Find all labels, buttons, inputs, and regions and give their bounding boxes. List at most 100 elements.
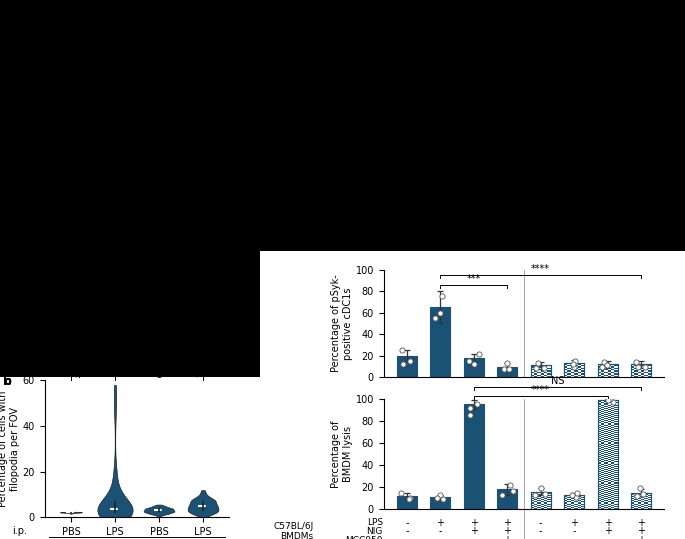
Point — [605, 395, 616, 403]
Text: -: - — [438, 527, 443, 536]
Text: +: + — [637, 517, 645, 528]
Text: +: + — [436, 517, 445, 528]
Point — [570, 493, 581, 501]
Text: +: + — [503, 527, 511, 536]
Text: ****: **** — [532, 385, 550, 395]
Bar — [397, 496, 417, 509]
Text: +: + — [470, 527, 478, 536]
Bar — [631, 493, 651, 509]
Text: C57BL/6J
BMDMs: C57BL/6J BMDMs — [273, 522, 314, 539]
Bar — [464, 404, 484, 509]
Text: -: - — [539, 517, 543, 528]
Point — [404, 357, 415, 365]
Bar — [531, 365, 551, 377]
Point — [464, 357, 475, 365]
Point — [632, 492, 643, 500]
Text: -: - — [472, 535, 475, 539]
Text: -: - — [573, 535, 576, 539]
Text: ****: **** — [532, 264, 550, 274]
Bar — [531, 365, 551, 377]
Text: c: c — [3, 375, 11, 388]
Point — [640, 362, 651, 371]
Point — [464, 403, 475, 412]
Text: +: + — [603, 517, 612, 528]
Text: NIG: NIG — [366, 527, 383, 536]
Title: In vivo challenge
(peritoneal lavage fluid): In vivo challenge (peritoneal lavage flu… — [74, 356, 200, 378]
Bar — [597, 400, 618, 509]
Bar — [564, 495, 584, 509]
Text: +: + — [637, 527, 645, 536]
Point — [569, 357, 580, 365]
Text: -: - — [406, 535, 409, 539]
Text: +: + — [637, 535, 645, 539]
Text: -: - — [539, 527, 543, 536]
Point — [569, 362, 580, 371]
Text: +: + — [470, 517, 478, 528]
Bar — [564, 495, 584, 509]
Point — [434, 308, 445, 317]
Point — [568, 360, 579, 369]
Text: ****: **** — [149, 355, 169, 365]
Point — [464, 411, 475, 420]
Y-axis label: Percentage of
BMDM lysis: Percentage of BMDM lysis — [331, 420, 353, 488]
Bar — [631, 493, 651, 509]
Bar — [631, 364, 651, 377]
Point — [638, 489, 649, 498]
Point — [499, 364, 510, 373]
Y-axis label: Percentage of pSyk-
positive cDC1s: Percentage of pSyk- positive cDC1s — [331, 274, 353, 372]
Text: +: + — [503, 535, 511, 539]
Text: -: - — [573, 527, 576, 536]
Bar — [397, 356, 417, 377]
Point — [497, 490, 508, 499]
Point — [397, 360, 408, 369]
Text: +: + — [503, 517, 511, 528]
Point — [532, 359, 543, 368]
Bar — [631, 364, 651, 377]
Point — [530, 363, 541, 372]
Point — [566, 490, 577, 499]
Point — [634, 484, 645, 493]
Point — [598, 358, 609, 367]
Point — [539, 489, 550, 498]
Point — [530, 490, 540, 499]
Text: +: + — [570, 517, 578, 528]
Text: b: b — [3, 364, 12, 378]
Point — [403, 495, 414, 504]
Point — [436, 292, 447, 301]
Bar — [597, 400, 618, 509]
Text: -: - — [406, 517, 409, 528]
Point — [630, 358, 641, 367]
Bar — [531, 492, 551, 509]
Point — [396, 488, 407, 497]
Bar — [497, 367, 517, 377]
Point — [504, 481, 515, 489]
Point — [508, 486, 519, 495]
Point — [405, 494, 416, 502]
Text: LPS: LPS — [366, 518, 383, 527]
Point — [432, 494, 443, 502]
Point — [597, 362, 608, 371]
Point — [632, 362, 643, 371]
Text: +: + — [603, 527, 612, 536]
Text: MCC950: MCC950 — [345, 536, 383, 539]
Text: b: b — [3, 375, 12, 388]
Bar — [464, 358, 484, 377]
Text: -: - — [406, 527, 409, 536]
Point — [502, 359, 513, 368]
Point — [601, 361, 612, 370]
Point — [469, 360, 479, 369]
Bar — [597, 364, 618, 377]
Bar — [430, 307, 451, 377]
Text: i.p.: i.p. — [12, 526, 27, 536]
Point — [536, 484, 547, 493]
Bar — [597, 364, 618, 377]
Point — [435, 490, 446, 499]
Bar — [497, 489, 517, 509]
Point — [603, 396, 614, 404]
Text: -: - — [539, 535, 543, 539]
Point — [429, 314, 440, 322]
Text: -: - — [438, 535, 443, 539]
Point — [396, 346, 407, 355]
Point — [571, 488, 582, 497]
Text: -: - — [606, 535, 610, 539]
